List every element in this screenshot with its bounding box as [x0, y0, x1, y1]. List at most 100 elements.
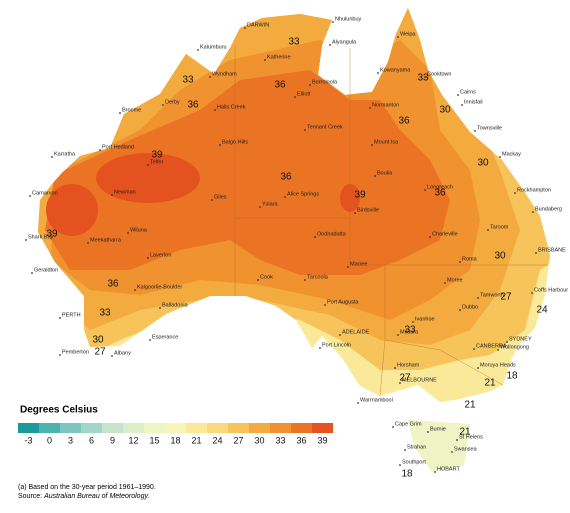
- contour-label: 36: [187, 100, 199, 111]
- place-name: Marree: [350, 261, 367, 267]
- place-name: Tennant Creek: [307, 124, 343, 130]
- place-name: Broome: [122, 107, 141, 113]
- place-marker: [412, 321, 414, 323]
- place-marker: [514, 192, 516, 194]
- place-marker: [159, 307, 161, 309]
- legend-swatch: [207, 423, 228, 433]
- place-marker: [459, 309, 461, 311]
- place-name: Balladonia: [162, 302, 189, 308]
- place-marker: [314, 236, 316, 238]
- place-name: Wyndham: [212, 71, 237, 77]
- place-name: Newman: [114, 189, 136, 195]
- place-name: Alyangula: [332, 39, 357, 45]
- contour-label: 33: [99, 308, 111, 319]
- place-marker: [147, 257, 149, 259]
- legend-label: -3: [24, 435, 32, 445]
- contour-label: 18: [401, 469, 413, 480]
- place-marker: [532, 211, 534, 213]
- place-marker: [119, 112, 121, 114]
- place-name: Boulia: [377, 170, 393, 176]
- legend-label: 30: [254, 435, 264, 445]
- place-name: MELBOURNE: [402, 377, 437, 383]
- place-marker: [209, 76, 211, 78]
- legend: -3 0 3 6 9 12 15 18 21 24 27 30 33 36 39: [18, 423, 333, 445]
- place-name: Horsham: [397, 362, 420, 368]
- place-marker: [397, 334, 399, 336]
- place-name: Tamworth: [480, 292, 504, 298]
- place-marker: [134, 289, 136, 291]
- contour-label: 30: [439, 105, 451, 116]
- place-marker: [147, 164, 149, 166]
- legend-swatch: [18, 423, 39, 433]
- place-marker: [29, 195, 31, 197]
- place-marker: [461, 104, 463, 106]
- legend-label: 0: [47, 435, 52, 445]
- legend-swatch: [312, 423, 333, 433]
- place-name: Normanton: [372, 102, 399, 108]
- place-marker: [111, 194, 113, 196]
- legend-swatch: [81, 423, 102, 433]
- place-marker: [506, 341, 508, 343]
- place-marker: [59, 317, 61, 319]
- place-name: Taroom: [490, 224, 509, 230]
- contour-label: 33: [182, 75, 194, 86]
- place-name: Katherine: [267, 54, 291, 60]
- place-marker: [487, 229, 489, 231]
- place-name: Derby: [165, 99, 180, 105]
- place-name: Mount Isa: [374, 139, 399, 145]
- contour-label: 27: [399, 373, 411, 384]
- place-name: Cairns: [460, 89, 476, 95]
- legend-swatch: [165, 423, 186, 433]
- legend-label: 12: [128, 435, 138, 445]
- place-marker: [404, 449, 406, 451]
- place-name: Telfer: [150, 159, 164, 165]
- place-marker: [219, 144, 221, 146]
- place-marker: [211, 199, 213, 201]
- place-marker: [477, 297, 479, 299]
- place-marker: [392, 426, 394, 428]
- place-marker: [451, 451, 453, 453]
- place-name: Weipa: [400, 31, 416, 37]
- legend-swatch: [144, 423, 165, 433]
- place-name: Halls Creek: [217, 104, 246, 110]
- zone-39: [46, 184, 98, 236]
- place-marker: [304, 129, 306, 131]
- place-marker: [257, 279, 259, 281]
- place-name: Coffs Harbour: [534, 287, 568, 293]
- place-marker: [99, 149, 101, 151]
- place-name: Moree: [447, 277, 463, 283]
- place-marker: [197, 49, 199, 51]
- place-name: Esperance: [152, 334, 178, 340]
- contour-label: 36: [107, 279, 119, 290]
- contour-label: 39: [151, 150, 163, 161]
- place-marker: [111, 355, 113, 357]
- place-marker: [399, 382, 401, 384]
- place-marker: [51, 156, 53, 158]
- place-marker: [457, 94, 459, 96]
- place-name: Meekatharra: [90, 237, 122, 243]
- legend-swatch: [249, 423, 270, 433]
- place-marker: [347, 266, 349, 268]
- place-marker: [332, 21, 334, 23]
- place-name: Nhulunbuy: [335, 16, 362, 22]
- place-marker: [424, 76, 426, 78]
- contour-label: 33: [404, 325, 416, 336]
- place-marker: [474, 130, 476, 132]
- place-name: Kowanyama: [380, 67, 411, 73]
- place-name: Oodnadatta: [317, 231, 347, 237]
- legend-label: 6: [89, 435, 94, 445]
- place-name: Shark Bay: [28, 234, 54, 240]
- place-marker: [499, 156, 501, 158]
- place-marker: [399, 464, 401, 466]
- place-name: Dubbo: [462, 304, 478, 310]
- contour-label: 30: [477, 158, 489, 169]
- place-name: Innisfail: [464, 99, 483, 105]
- place-marker: [214, 109, 216, 111]
- place-name: Moruya Heads: [480, 362, 516, 368]
- place-marker: [374, 175, 376, 177]
- place-name: Alice Springs: [287, 191, 319, 197]
- legend-swatch: [39, 423, 60, 433]
- legend-label: 15: [149, 435, 159, 445]
- contour-label: 18: [506, 371, 518, 382]
